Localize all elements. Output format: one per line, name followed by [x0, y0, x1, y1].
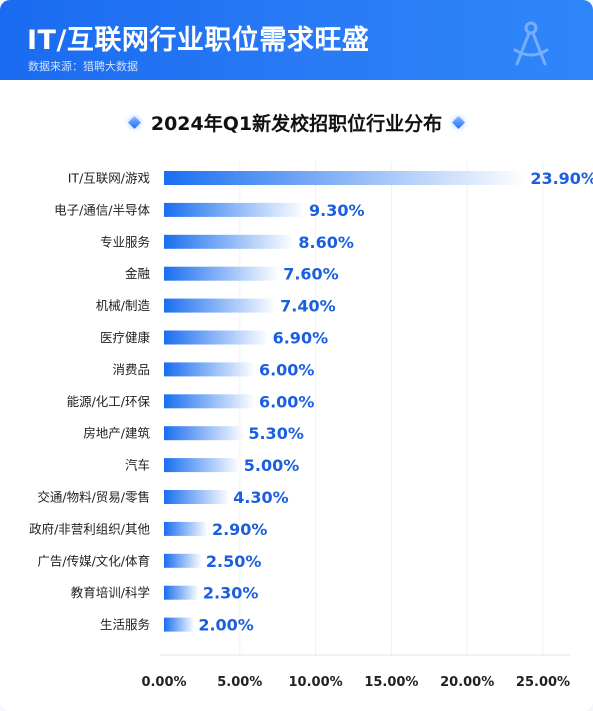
value-label: 2.30% — [203, 584, 259, 603]
bar — [164, 553, 202, 568]
category-label: 生活服务 — [100, 617, 150, 632]
category-label: 汽车 — [125, 458, 150, 473]
label-layer: IT/互联网/游戏 23.90% 电子/通信/半导体 9.30% 专业服务 8.60% 金融… — [29, 167, 593, 637]
category-label: 教育培训/科学 — [71, 585, 150, 600]
x-axis-ticks: 0.00% 5.00% 10.00% 15.00% 20.00% 25.00% — [141, 675, 570, 690]
page-title: IT/互联网行业职位需求旺盛 — [27, 25, 370, 56]
bar — [164, 394, 255, 409]
category-label: 政府/非营利组织/其他 — [29, 521, 150, 536]
value-label: 2.00% — [198, 616, 254, 635]
x-tick-label: 15.00% — [364, 675, 418, 690]
category-label: 电子/通信/半导体 — [54, 202, 150, 217]
bar — [164, 490, 230, 504]
category-label: 金融 — [125, 266, 151, 281]
x-tick-label: 10.00% — [289, 675, 343, 690]
bar — [164, 234, 295, 249]
bar — [164, 171, 527, 185]
category-label: 机械/制造 — [96, 298, 151, 313]
bar — [164, 617, 195, 632]
value-label: 4.30% — [233, 488, 289, 507]
bar — [164, 298, 277, 313]
bar-layer — [164, 171, 527, 632]
value-label: 5.00% — [244, 456, 300, 475]
bar — [164, 362, 255, 377]
value-label: 23.90% — [530, 169, 593, 188]
category-label: 广告/传媒/文化/体育 — [37, 553, 150, 568]
value-label: 2.90% — [212, 520, 268, 539]
x-tick-label: 20.00% — [440, 675, 494, 690]
category-label: 医疗健康 — [100, 330, 151, 345]
value-label: 7.60% — [283, 265, 339, 284]
bar — [164, 458, 240, 473]
category-label: 专业服务 — [100, 234, 150, 249]
category-label: 房地产/建筑 — [83, 426, 150, 441]
bar — [164, 330, 269, 345]
value-label: 7.40% — [280, 297, 336, 316]
chart-panel — [0, 80, 593, 711]
category-label: 消费品 — [112, 362, 150, 377]
category-label: 交通/物料/贸易/零售 — [37, 490, 150, 505]
value-label: 9.30% — [309, 201, 365, 220]
value-label: 5.30% — [248, 424, 304, 443]
category-label: IT/互联网/游戏 — [68, 171, 150, 186]
compass-icon — [513, 21, 549, 66]
bar — [164, 585, 199, 600]
header-banner: IT/互联网行业职位需求旺盛 数据来源：猎聘大数据 — [0, 0, 593, 80]
value-label: 6.00% — [259, 392, 315, 411]
x-tick-label: 5.00% — [217, 675, 262, 690]
category-label: 能源/化工/环保 — [67, 394, 151, 409]
chart-title-row: 2024年Q1新发校招职位行业分布 — [0, 107, 593, 137]
value-label: 6.90% — [273, 329, 329, 348]
x-tick-label: 0.00% — [141, 675, 186, 690]
value-label: 2.50% — [206, 552, 262, 571]
bar — [164, 426, 245, 441]
value-label: 6.00% — [259, 360, 315, 379]
bar — [164, 202, 305, 217]
data-source-note: 数据来源：猎聘大数据 — [28, 60, 138, 73]
bar — [164, 521, 208, 536]
bar — [164, 266, 280, 281]
grid-layer — [160, 162, 570, 656]
value-label: 8.60% — [298, 233, 354, 252]
x-tick-label: 25.00% — [516, 675, 570, 690]
chart-title: 2024年Q1新发校招职位行业分布 — [150, 112, 443, 135]
